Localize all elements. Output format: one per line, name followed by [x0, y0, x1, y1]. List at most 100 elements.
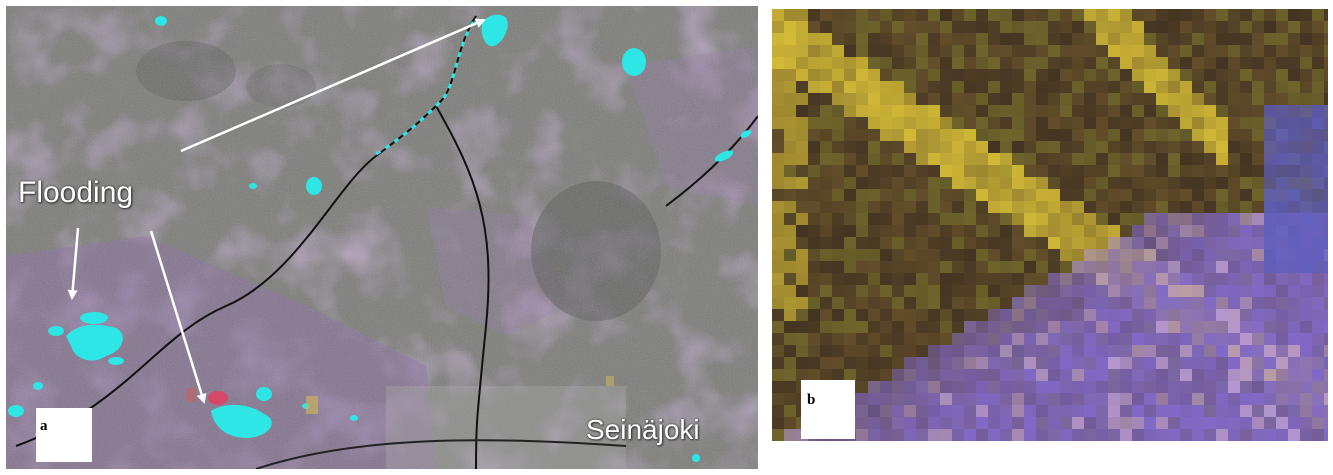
image-pixel [1276, 405, 1288, 417]
image-pixel [1024, 369, 1036, 381]
image-pixel [820, 201, 832, 213]
image-pixel [844, 69, 856, 81]
image-pixel [916, 105, 928, 117]
image-pixel [880, 165, 892, 177]
image-pixel [1012, 429, 1024, 441]
image-pixel [1180, 105, 1192, 117]
image-pixel [1180, 321, 1192, 333]
image-pixel [1288, 21, 1300, 33]
image-pixel [1228, 105, 1240, 117]
image-pixel [1048, 429, 1060, 441]
image-pixel [1144, 57, 1156, 69]
image-pixel [1192, 129, 1204, 141]
image-pixel [892, 417, 904, 429]
image-pixel [1216, 285, 1228, 297]
image-pixel [964, 141, 976, 153]
image-pixel [1084, 57, 1096, 69]
image-pixel [1264, 93, 1276, 105]
image-pixel [820, 57, 832, 69]
image-pixel [1048, 249, 1060, 261]
image-pixel [1084, 189, 1096, 201]
image-pixel [772, 405, 784, 417]
image-pixel [964, 45, 976, 57]
image-pixel [808, 285, 820, 297]
image-pixel [1264, 333, 1276, 345]
image-pixel [976, 45, 988, 57]
image-pixel [1204, 357, 1216, 369]
image-pixel [1084, 225, 1096, 237]
image-pixel [940, 93, 952, 105]
image-pixel [1024, 45, 1036, 57]
image-pixel [880, 345, 892, 357]
image-pixel [856, 309, 868, 321]
image-pixel [1312, 117, 1324, 129]
image-pixel [1084, 429, 1096, 441]
image-pixel [832, 117, 844, 129]
image-pixel [856, 9, 868, 21]
image-pixel [892, 369, 904, 381]
image-pixel [1012, 21, 1024, 33]
image-pixel [1252, 189, 1264, 201]
image-pixel [832, 297, 844, 309]
image-pixel [1144, 261, 1156, 273]
image-pixel [1264, 117, 1276, 129]
image-pixel [940, 9, 952, 21]
image-pixel [1312, 429, 1324, 441]
image-pixel [1072, 177, 1084, 189]
image-pixel [1180, 57, 1192, 69]
image-pixel [1048, 237, 1060, 249]
image-pixel [1108, 165, 1120, 177]
image-pixel [772, 189, 784, 201]
image-pixel [976, 93, 988, 105]
image-pixel [916, 189, 928, 201]
image-pixel [880, 81, 892, 93]
image-pixel [772, 333, 784, 345]
image-pixel [844, 177, 856, 189]
panel-b-tag: b [801, 380, 855, 439]
image-pixel [892, 129, 904, 141]
image-pixel [1156, 297, 1168, 309]
image-pixel [1144, 117, 1156, 129]
image-pixel [784, 57, 796, 69]
image-pixel [832, 249, 844, 261]
image-pixel [1288, 249, 1300, 261]
image-pixel [1120, 369, 1132, 381]
image-pixel [820, 321, 832, 333]
image-pixel [1204, 381, 1216, 393]
image-pixel [1192, 105, 1204, 117]
image-pixel [1276, 345, 1288, 357]
image-pixel [1228, 57, 1240, 69]
image-pixel [880, 405, 892, 417]
image-pixel [1048, 393, 1060, 405]
image-pixel [964, 129, 976, 141]
image-pixel [1120, 309, 1132, 321]
image-pixel [1096, 21, 1108, 33]
image-pixel [1036, 9, 1048, 21]
image-pixel [856, 117, 868, 129]
image-pixel [1084, 129, 1096, 141]
image-pixel [988, 237, 1000, 249]
image-pixel [1216, 21, 1228, 33]
image-pixel [964, 117, 976, 129]
image-pixel [1312, 237, 1324, 249]
image-pixel [1072, 417, 1084, 429]
image-pixel [916, 153, 928, 165]
image-pixel [1000, 393, 1012, 405]
image-pixel [1324, 393, 1328, 405]
image-pixel [772, 57, 784, 69]
image-pixel [1264, 309, 1276, 321]
image-pixel [1012, 141, 1024, 153]
image-pixel [1156, 45, 1168, 57]
image-pixel [928, 129, 940, 141]
image-pixel [844, 285, 856, 297]
image-pixel [772, 9, 784, 21]
image-pixel [1108, 105, 1120, 117]
pixelated-vegetation-image [772, 9, 1328, 441]
image-pixel [1144, 9, 1156, 21]
image-pixel [1096, 201, 1108, 213]
image-pixel [952, 33, 964, 45]
image-pixel [796, 93, 808, 105]
image-pixel [1012, 237, 1024, 249]
image-pixel [892, 165, 904, 177]
image-pixel [916, 309, 928, 321]
